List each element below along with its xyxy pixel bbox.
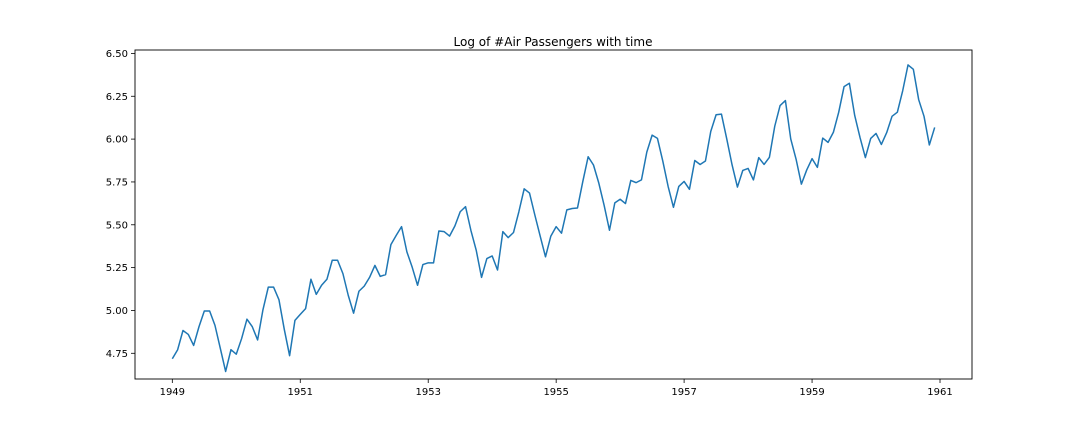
series-layer [171, 64, 936, 373]
x-tick-label: 1961 [927, 387, 952, 398]
chart-title: Log of #Air Passengers with time [454, 35, 653, 49]
plot-frame [134, 49, 973, 380]
plot-area [134, 49, 973, 380]
x-tick-label: 1959 [799, 387, 824, 398]
y-tick-label: 6.00 [106, 135, 128, 146]
y-axis: 4.75 5.00 5.25 5.50 5.75 6.00 6.25 6.50 [106, 49, 135, 360]
x-tick-label: 1955 [543, 387, 568, 398]
x-tick-label: 1953 [415, 387, 440, 398]
x-axis: 1949 1951 1953 1955 1957 1959 1961 [160, 379, 953, 398]
y-tick-label: 5.50 [106, 220, 128, 231]
y-tick-label: 5.75 [106, 177, 128, 188]
x-tick-label: 1951 [288, 387, 313, 398]
y-tick-label: 6.50 [106, 49, 128, 60]
series-line [171, 64, 936, 373]
x-tick-label: 1957 [671, 387, 696, 398]
y-tick-label: 5.00 [106, 306, 128, 317]
x-tick-label: 1949 [160, 387, 185, 398]
y-tick-label: 4.75 [106, 349, 128, 360]
y-tick-label: 5.25 [106, 263, 128, 274]
y-tick-label: 6.25 [106, 92, 128, 103]
